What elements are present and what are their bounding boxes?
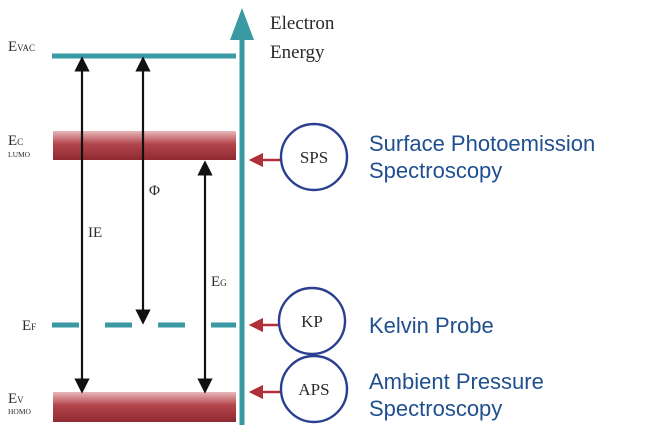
valence-band <box>53 392 236 422</box>
energy-axis-arrowhead <box>230 8 254 40</box>
aps-circle <box>279 354 349 424</box>
level-label-c: EC <box>8 133 23 149</box>
technique-aps: APS Ambient Pressure Spectroscopy <box>248 354 544 424</box>
technique-sps: SPS Surface Photoemission Spectroscopy <box>248 122 595 192</box>
level-label-c-lumo: LUMO <box>8 150 31 159</box>
phi-label: Φ <box>149 183 160 199</box>
aps-abbr: APS <box>298 380 329 399</box>
kp-circle <box>277 286 347 356</box>
aps-name-line2: Spectroscopy <box>369 396 502 421</box>
kp-name-line1: Kelvin Probe <box>369 313 494 338</box>
technique-kp: KP Kelvin Probe <box>248 286 494 356</box>
kp-abbr: KP <box>301 312 323 331</box>
eg-label: EG <box>211 274 227 290</box>
sps-abbr: SPS <box>300 148 328 167</box>
aps-name-line1: Ambient Pressure <box>369 369 544 394</box>
axis-label-line1: Electron <box>270 13 335 34</box>
sps-circle <box>279 122 349 192</box>
sps-name-line1: Surface Photoemission <box>369 131 595 156</box>
sps-name-line2: Spectroscopy <box>369 158 502 183</box>
level-label-vac: EVAC <box>8 39 35 55</box>
level-label-f: EF <box>22 318 36 334</box>
axis-label-line2: Energy <box>270 42 325 63</box>
level-label-v-homo: HOMO <box>8 407 32 416</box>
level-label-v: EV <box>8 391 24 407</box>
ie-label: IE <box>88 225 102 241</box>
conduction-band <box>53 131 236 160</box>
